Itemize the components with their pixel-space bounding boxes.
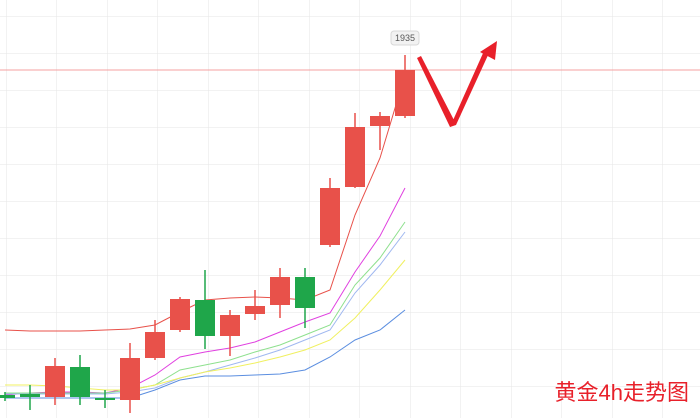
candle-body <box>220 315 240 336</box>
candle-body <box>320 188 340 245</box>
candle-body <box>395 70 415 116</box>
candle-body <box>345 127 365 187</box>
ma-line <box>5 309 406 399</box>
candle-body <box>45 366 65 397</box>
candle-body <box>245 306 265 314</box>
candle-body <box>270 277 290 305</box>
arrow-up <box>450 51 489 127</box>
high-label: 1935 <box>395 33 415 43</box>
label-box <box>390 30 420 46</box>
arrow-down <box>417 56 456 127</box>
candle-body <box>170 299 190 330</box>
candle-body <box>145 332 165 358</box>
arrowhead <box>480 41 497 60</box>
candle-body <box>20 394 40 397</box>
candle-body <box>195 300 215 336</box>
candle-body <box>120 358 140 400</box>
chart-title: 黄金4h走势图 <box>555 380 689 405</box>
candle-body <box>370 116 390 126</box>
candle-body <box>70 367 90 397</box>
candle-body <box>95 398 115 400</box>
candle-body <box>295 277 315 308</box>
candle-body <box>0 395 15 398</box>
